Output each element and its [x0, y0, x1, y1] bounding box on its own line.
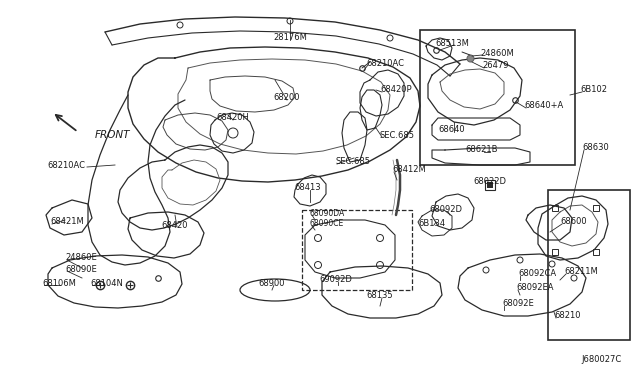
Text: 68211M: 68211M [564, 267, 598, 276]
Text: 68621B: 68621B [466, 145, 499, 154]
Text: 26479: 26479 [482, 61, 509, 71]
Text: 24860E: 24860E [65, 253, 97, 263]
Text: J680027C: J680027C [582, 356, 622, 365]
Text: 68630: 68630 [582, 144, 609, 153]
Text: 68090E: 68090E [65, 264, 97, 273]
Text: 68022D: 68022D [474, 177, 506, 186]
Text: 68412M: 68412M [392, 166, 426, 174]
Text: 68420H: 68420H [216, 113, 250, 122]
Bar [548, 190, 630, 340]
Text: 68513M: 68513M [435, 38, 469, 48]
Text: SEC.685: SEC.685 [380, 131, 415, 140]
Text: 68640+A: 68640+A [524, 102, 563, 110]
Text: 68210AC: 68210AC [47, 160, 85, 170]
Text: 68420P: 68420P [380, 86, 412, 94]
Text: 68092EA: 68092EA [516, 283, 554, 292]
Text: 68135: 68135 [367, 292, 394, 301]
Bar [420, 30, 575, 165]
Text: 68092D: 68092D [429, 205, 463, 215]
Text: 68090CE: 68090CE [310, 219, 344, 228]
Text: 24860M: 24860M [480, 48, 514, 58]
Text: FRONT: FRONT [95, 130, 131, 140]
Text: 69092D: 69092D [319, 276, 353, 285]
Text: 68900: 68900 [259, 279, 285, 288]
Text: 68420: 68420 [162, 221, 188, 230]
Bar [302, 210, 412, 290]
Text: 68104N: 68104N [90, 279, 123, 288]
Text: 28176M: 28176M [273, 33, 307, 42]
Text: 6B102: 6B102 [580, 86, 607, 94]
Text: 68413: 68413 [294, 183, 321, 192]
Text: 68421M: 68421M [50, 218, 84, 227]
Text: 68210AC: 68210AC [366, 58, 404, 67]
Text: SEC.685: SEC.685 [335, 157, 370, 167]
Text: 68640: 68640 [438, 125, 465, 135]
Text: 68200: 68200 [274, 93, 300, 103]
Text: 68600: 68600 [560, 218, 587, 227]
Text: 68090DA: 68090DA [310, 208, 345, 218]
Text: 68092E: 68092E [502, 299, 534, 308]
Text: 68092CA: 68092CA [518, 269, 556, 279]
Text: 68210: 68210 [554, 311, 580, 321]
Text: 68106M: 68106M [42, 279, 76, 288]
Text: 6B134: 6B134 [419, 218, 445, 228]
